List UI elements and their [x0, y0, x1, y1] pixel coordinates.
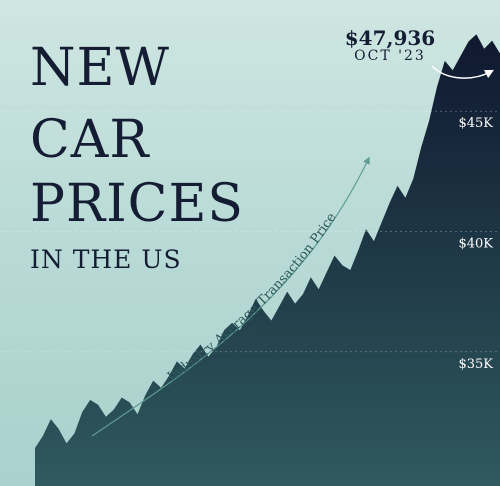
- y-tick-label: $45K: [458, 116, 493, 131]
- latest-value-callout: $47,936 OCT '23: [340, 26, 440, 64]
- title-line-2: CAR: [30, 110, 150, 170]
- y-tick-label: $40K: [458, 236, 493, 251]
- price-area: [35, 34, 500, 486]
- callout-arrow: [431, 65, 494, 79]
- title-line-4: IN THE US: [30, 245, 182, 274]
- gridlines: [0, 110, 500, 353]
- y-tick-labels: $35K $40K $45K: [458, 116, 493, 372]
- title-line-1: NEW: [30, 38, 170, 98]
- trend-arrow: [91, 156, 370, 437]
- title-line-3: PRICES: [30, 174, 245, 234]
- latest-date: OCT '23: [354, 48, 426, 64]
- y-tick-label: $35K: [458, 357, 493, 372]
- latest-value: $47,936: [344, 26, 436, 50]
